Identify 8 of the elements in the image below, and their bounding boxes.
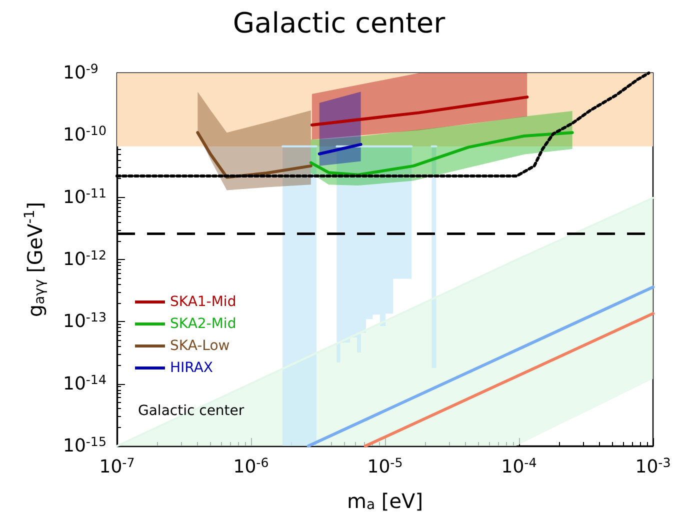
annotation: Galactic center xyxy=(138,403,244,419)
legend-label: SKA-Low xyxy=(170,338,230,354)
legend-label: HIRAX xyxy=(170,360,214,376)
chart-title: Galactic center xyxy=(232,6,446,40)
legend-label: SKA1-Mid xyxy=(170,294,236,310)
y-axis-title: gaγγ [GeV-1] xyxy=(22,202,48,318)
legend-label: SKA2-Mid xyxy=(170,316,236,332)
x-axis-title: ma [eV] xyxy=(346,489,424,513)
